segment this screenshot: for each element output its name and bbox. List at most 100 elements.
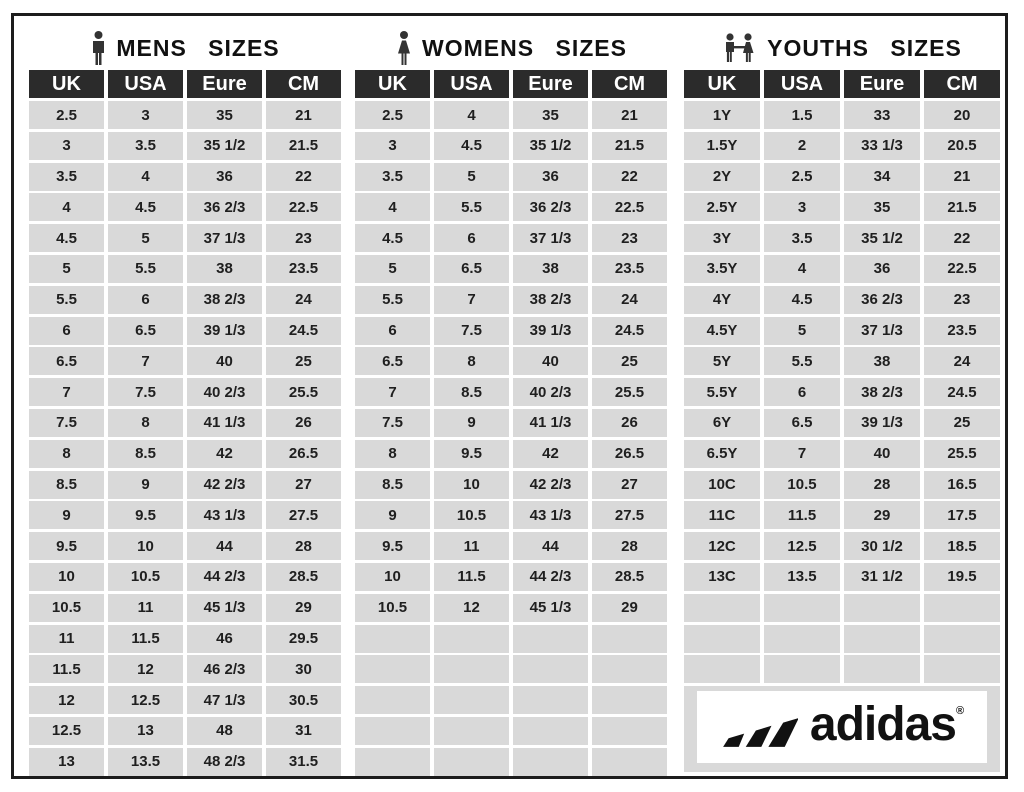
table-cell: 12 <box>108 655 183 684</box>
table-cell: 31.5 <box>266 747 341 776</box>
table-row: 10 10.5 44 2/3 28.5 <box>29 562 341 591</box>
table-cell: 3.5 <box>764 224 840 253</box>
table-cell <box>592 655 667 684</box>
table-row: 6.5Y 7 40 25.5 <box>684 439 1000 468</box>
table-cell: 19.5 <box>924 562 1000 591</box>
table-cell <box>434 655 509 684</box>
table-cell: 21.5 <box>924 193 1000 222</box>
table-cell: 46 <box>187 624 262 653</box>
table-cell: 6 <box>29 316 104 345</box>
table-row: 8.5 9 42 2/3 27 <box>29 470 341 499</box>
table-cell <box>355 624 430 653</box>
table-cell <box>513 686 588 715</box>
table-row: 2.5Y 3 35 21.5 <box>684 193 1000 222</box>
table-cell: 21 <box>924 162 1000 191</box>
table-cell <box>684 655 760 684</box>
table-cell: 24 <box>924 347 1000 376</box>
table-cell: 21.5 <box>266 131 341 160</box>
table-cell <box>434 716 509 745</box>
table-cell <box>592 747 667 776</box>
table-cell: 40 <box>513 347 588 376</box>
table-cell: 4Y <box>684 285 760 314</box>
table-row: 5 5.5 38 23.5 <box>29 254 341 283</box>
table-cell: 23.5 <box>592 254 667 283</box>
table-cell: 10 <box>29 562 104 591</box>
table-cell: 24.5 <box>924 378 1000 407</box>
table-cell: 13.5 <box>764 562 840 591</box>
empty-table-row <box>684 593 1000 622</box>
table-row: 13 13.5 48 2/3 31.5 <box>29 747 341 776</box>
table-cell: 10.5 <box>434 501 509 530</box>
table-cell: 7.5 <box>29 408 104 437</box>
empty-table-row <box>355 624 667 653</box>
table-cell: 4 <box>355 193 430 222</box>
table-cell: 20 <box>924 101 1000 129</box>
table-cell: 28 <box>266 532 341 561</box>
table-cell <box>434 747 509 776</box>
table-row: 9 10.5 43 1/3 27.5 <box>355 501 667 530</box>
table-row: 5Y 5.5 38 24 <box>684 347 1000 376</box>
column-header-eure: Eure <box>844 70 920 98</box>
empty-table-row <box>684 655 1000 684</box>
table-cell <box>355 716 430 745</box>
table-row: 3.5 5 36 22 <box>355 162 667 191</box>
table-cell: 6.5 <box>764 408 840 437</box>
table-row: 2.5 3 35 21 <box>29 101 341 129</box>
table-cell: 38 <box>513 254 588 283</box>
table-cell: 5.5Y <box>684 378 760 407</box>
table-cell: 10.5 <box>29 593 104 622</box>
table-cell: 2.5 <box>764 162 840 191</box>
table-row: 5 6.5 38 23.5 <box>355 254 667 283</box>
column-header-cm: CM <box>592 70 667 98</box>
table-cell: 22.5 <box>592 193 667 222</box>
table-row: 9.5 11 44 28 <box>355 532 667 561</box>
table-cell: 31 <box>266 716 341 745</box>
table-cell: 35 <box>513 101 588 129</box>
table-row: 10C 10.5 28 16.5 <box>684 470 1000 499</box>
table-cell: 20.5 <box>924 131 1000 160</box>
table-cell: 36 <box>513 162 588 191</box>
table-cell: 23 <box>266 224 341 253</box>
man-icon <box>90 31 107 65</box>
table-cell: 13 <box>108 716 183 745</box>
table-cell <box>924 655 1000 684</box>
youths-size-table: YOUTHS SIZES UK USA Eure CM 1Y 1.5 33 20 1.5Y 2 3… <box>684 26 1000 773</box>
table-cell: 5.5 <box>29 285 104 314</box>
table-cell: 2.5 <box>29 101 104 129</box>
table-row: 8 9.5 42 26.5 <box>355 439 667 468</box>
table-title-label: YOUTHS SIZES <box>767 34 962 61</box>
table-cell: 29 <box>844 501 920 530</box>
table-cell <box>924 624 1000 653</box>
table-cell <box>764 624 840 653</box>
table-cell: 8 <box>355 439 430 468</box>
table-cell: 11.5 <box>434 562 509 591</box>
table-row: 12 12.5 47 1/3 30.5 <box>29 686 341 715</box>
table-cell: 29 <box>266 593 341 622</box>
table-cell: 28 <box>844 470 920 499</box>
table-cell: 5.5 <box>434 193 509 222</box>
empty-table-row <box>355 655 667 684</box>
table-cell: 40 2/3 <box>513 378 588 407</box>
table-row: 11 11.5 46 29.5 <box>29 624 341 653</box>
table-row: 8.5 10 42 2/3 27 <box>355 470 667 499</box>
table-cell: 11 <box>434 532 509 561</box>
table-cell: 1.5 <box>764 101 840 129</box>
table-cell <box>592 686 667 715</box>
table-row: 2.5 4 35 21 <box>355 101 667 129</box>
table-row: 3.5 4 36 22 <box>29 162 341 191</box>
table-cell: 36 2/3 <box>844 285 920 314</box>
column-header-cm: CM <box>266 70 341 98</box>
table-row: 4Y 4.5 36 2/3 23 <box>684 285 1000 314</box>
table-cell: 11 <box>29 624 104 653</box>
table-cell: 48 2/3 <box>187 747 262 776</box>
table-cell: 38 2/3 <box>844 378 920 407</box>
table-cell: 24.5 <box>592 316 667 345</box>
table-cell <box>355 686 430 715</box>
table-cell <box>844 624 920 653</box>
children-icon <box>722 33 758 63</box>
table-row: 7.5 9 41 1/3 26 <box>355 408 667 437</box>
table-cell: 7 <box>108 347 183 376</box>
table-cell: 37 1/3 <box>513 224 588 253</box>
table-cell: 40 <box>187 347 262 376</box>
